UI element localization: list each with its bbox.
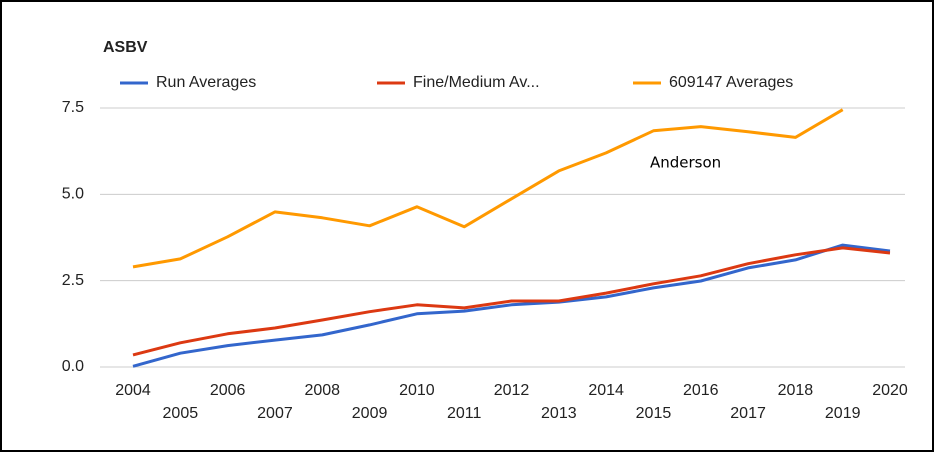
x-tick-label: 2016 (683, 382, 719, 399)
x-tick-label: 2010 (399, 382, 435, 399)
x-tick-label: 2012 (494, 382, 530, 399)
series-line (132, 243, 891, 368)
y-tick-label: 2.5 (62, 272, 84, 289)
x-tick-label: 2017 (730, 405, 766, 422)
x-tick-label: 2020 (872, 382, 908, 399)
y-tick-label: 0.0 (62, 358, 84, 375)
x-tick-label: 2015 (636, 405, 672, 422)
x-tick-label: 2014 (588, 382, 624, 399)
x-tick-label: 2005 (163, 405, 199, 422)
y-tick-label: 7.5 (62, 99, 84, 116)
x-tick-label: 2013 (541, 405, 577, 422)
series-line (132, 246, 891, 357)
x-tick-label: 2004 (115, 382, 151, 399)
series-line (132, 108, 844, 269)
x-tick-label: 2008 (304, 382, 340, 399)
legend-label: Run Averages (156, 74, 256, 91)
legend-label: 609147 Averages (669, 74, 793, 91)
x-tick-label: 2011 (447, 405, 482, 422)
x-tick-label: 2006 (210, 382, 246, 399)
annotation: Anderson (650, 154, 721, 172)
y-tick-label: 5.0 (62, 186, 84, 203)
chart-title: ASBV (103, 39, 148, 56)
x-tick-label: 2007 (257, 405, 293, 422)
x-tick-label: 2019 (825, 405, 861, 422)
x-tick-label: 2009 (352, 405, 388, 422)
x-tick-label: 2018 (778, 382, 814, 399)
legend-label: Fine/Medium Av... (413, 74, 540, 91)
